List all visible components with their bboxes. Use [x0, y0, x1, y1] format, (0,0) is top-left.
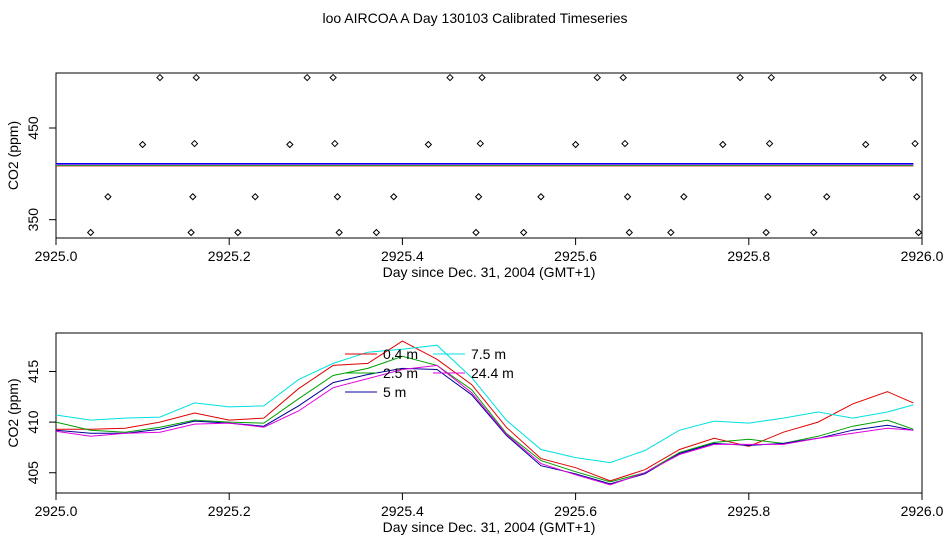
x-tick-label: 2925.0 — [35, 503, 78, 519]
data-point — [472, 228, 480, 237]
data-point — [619, 73, 627, 82]
y-tick-label: 405 — [25, 461, 41, 485]
data-point — [879, 73, 887, 82]
data-point — [913, 193, 921, 201]
series-line — [55, 367, 914, 485]
data-point — [914, 228, 923, 237]
data-point — [909, 73, 918, 82]
data-point — [736, 73, 744, 82]
legend-label: 7.5 m — [471, 346, 506, 362]
data-point — [810, 228, 818, 237]
plot-frame — [55, 72, 923, 239]
data-point — [303, 73, 311, 82]
x-tick-label: 2925.8 — [727, 503, 770, 519]
data-point — [762, 228, 770, 237]
series-line — [55, 344, 914, 464]
series-line — [56, 340, 914, 482]
series-line — [55, 364, 914, 486]
data-point — [286, 140, 294, 149]
y-tick-label: 410 — [25, 410, 41, 434]
data-point — [86, 228, 95, 237]
data-point — [390, 193, 398, 201]
x-tick-label: 2925.0 — [35, 248, 78, 264]
x-tick-label: 2925.6 — [554, 503, 597, 519]
data-point — [765, 139, 774, 148]
y-tick-label: 415 — [25, 360, 41, 384]
x-tick-label: 2925.4 — [381, 503, 424, 519]
data-point — [138, 140, 147, 149]
data-point — [623, 193, 632, 201]
legend-label: 2.5 m — [383, 365, 418, 381]
bottom-panel: 2925.0 2925.2 2925.4 2925.6 2925.8 2926.0 405 4… — [5, 332, 944, 535]
data-point — [519, 228, 528, 237]
data-point — [621, 139, 629, 148]
data-point — [104, 193, 112, 201]
x-axis-label: Day since Dec. 31, 2004 (GMT+1) — [383, 519, 596, 535]
chart-title: loo AIRCOA A Day 130103 Calibrated Times… — [322, 10, 628, 26]
data-point — [680, 193, 688, 201]
data-point — [767, 73, 776, 82]
plot-frame — [55, 332, 923, 494]
data-point — [823, 193, 831, 201]
data-point — [333, 193, 342, 201]
data-point — [474, 193, 483, 201]
legend-label: 24.4 m — [471, 365, 514, 381]
data-point — [446, 73, 454, 82]
data-point — [329, 73, 337, 82]
data-point — [331, 139, 339, 148]
data-point — [187, 228, 195, 237]
data-point — [537, 193, 545, 201]
data-point — [476, 139, 485, 148]
data-point — [156, 73, 164, 82]
data-point — [667, 228, 675, 237]
y-axis-label: CO2 (ppm) — [5, 378, 21, 447]
data-point — [372, 228, 381, 237]
data-point — [251, 193, 259, 201]
x-tick-label: 2925.6 — [554, 248, 597, 264]
x-axis-label: Day since Dec. 31, 2004 (GMT+1) — [383, 264, 596, 280]
data-point — [189, 193, 197, 201]
top-panel: 2925.0 2925.2 2925.4 2925.6 2925.8 2926.0 350 4… — [5, 72, 944, 280]
y-tick-label: 450 — [25, 116, 41, 140]
data-point — [192, 73, 200, 82]
data-point — [764, 193, 772, 201]
data-point — [335, 228, 343, 237]
x-tick-label: 2925.8 — [727, 248, 770, 264]
legend-label: 0.4 m — [383, 346, 418, 362]
x-tick-label: 2925.4 — [381, 248, 424, 264]
data-point — [424, 140, 433, 149]
x-tick-label: 2925.2 — [208, 248, 251, 264]
legend-label: 5 m — [383, 384, 406, 400]
x-tick-label: 2926.0 — [901, 503, 944, 519]
data-point — [190, 139, 199, 148]
data-point — [719, 140, 727, 149]
data-point — [625, 228, 633, 237]
series-line — [55, 355, 914, 483]
data-point — [234, 228, 242, 237]
x-tick-label: 2925.2 — [208, 503, 251, 519]
y-axis-label: CO2 (ppm) — [5, 121, 21, 190]
data-point — [593, 73, 601, 82]
y-tick-label: 350 — [25, 208, 41, 232]
data-point — [911, 139, 919, 148]
data-point — [478, 73, 486, 82]
data-point — [571, 140, 580, 149]
data-point — [862, 140, 870, 149]
x-tick-label: 2926.0 — [901, 248, 944, 264]
